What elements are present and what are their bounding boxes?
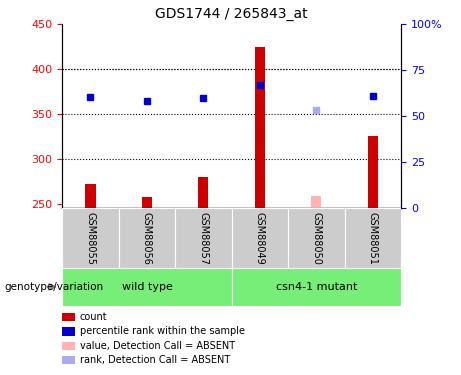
- Text: percentile rank within the sample: percentile rank within the sample: [80, 327, 245, 336]
- Bar: [62, 208, 118, 268]
- Text: GSM88055: GSM88055: [85, 211, 95, 265]
- Bar: [231, 208, 288, 268]
- Bar: [311, 196, 321, 208]
- Text: rank, Detection Call = ABSENT: rank, Detection Call = ABSENT: [80, 355, 230, 365]
- Text: GSM88057: GSM88057: [198, 211, 208, 265]
- Text: value, Detection Call = ABSENT: value, Detection Call = ABSENT: [80, 341, 235, 351]
- Text: count: count: [80, 312, 107, 322]
- Bar: [368, 136, 378, 208]
- Bar: [255, 47, 265, 208]
- Text: GSM88049: GSM88049: [255, 212, 265, 264]
- Bar: [142, 197, 152, 208]
- Bar: [198, 177, 208, 208]
- Title: GDS1744 / 265843_at: GDS1744 / 265843_at: [155, 7, 308, 21]
- Text: GSM88051: GSM88051: [368, 211, 378, 265]
- Bar: [344, 208, 401, 268]
- Text: genotype/variation: genotype/variation: [5, 282, 104, 292]
- Text: GSM88050: GSM88050: [311, 211, 321, 265]
- Bar: [85, 184, 95, 208]
- Bar: [288, 208, 344, 268]
- Text: csn4-1 mutant: csn4-1 mutant: [276, 282, 357, 292]
- Bar: [231, 268, 401, 306]
- Bar: [175, 208, 231, 268]
- Bar: [62, 268, 231, 306]
- Bar: [118, 208, 175, 268]
- Text: wild type: wild type: [122, 282, 172, 292]
- Text: GSM88056: GSM88056: [142, 211, 152, 265]
